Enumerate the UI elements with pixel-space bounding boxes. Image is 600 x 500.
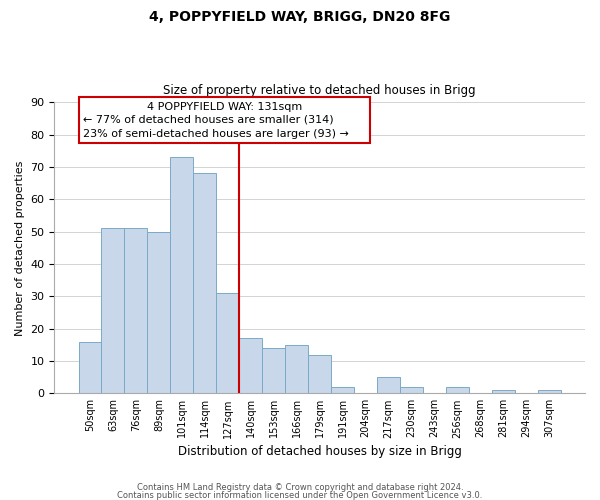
- Bar: [331, 387, 354, 394]
- Bar: [308, 354, 331, 394]
- Bar: [538, 390, 561, 394]
- Bar: [446, 387, 469, 394]
- Text: 4, POPPYFIELD WAY, BRIGG, DN20 8FG: 4, POPPYFIELD WAY, BRIGG, DN20 8FG: [149, 10, 451, 24]
- Bar: [148, 232, 170, 394]
- Bar: [79, 342, 101, 394]
- Bar: [285, 345, 308, 394]
- Title: Size of property relative to detached houses in Brigg: Size of property relative to detached ho…: [163, 84, 476, 97]
- Bar: [124, 228, 148, 394]
- Bar: [217, 293, 239, 394]
- FancyBboxPatch shape: [79, 98, 370, 142]
- Bar: [239, 338, 262, 394]
- Text: 4 POPPYFIELD WAY: 131sqm: 4 POPPYFIELD WAY: 131sqm: [147, 102, 302, 113]
- Y-axis label: Number of detached properties: Number of detached properties: [15, 160, 25, 336]
- Text: ← 77% of detached houses are smaller (314): ← 77% of detached houses are smaller (31…: [83, 114, 334, 124]
- Bar: [377, 377, 400, 394]
- Text: 23% of semi-detached houses are larger (93) →: 23% of semi-detached houses are larger (…: [83, 128, 349, 138]
- Text: Contains HM Land Registry data © Crown copyright and database right 2024.: Contains HM Land Registry data © Crown c…: [137, 484, 463, 492]
- Bar: [101, 228, 124, 394]
- X-axis label: Distribution of detached houses by size in Brigg: Distribution of detached houses by size …: [178, 444, 461, 458]
- Bar: [193, 174, 217, 394]
- Bar: [492, 390, 515, 394]
- Bar: [400, 387, 423, 394]
- Bar: [262, 348, 285, 394]
- Text: Contains public sector information licensed under the Open Government Licence v3: Contains public sector information licen…: [118, 490, 482, 500]
- Bar: [170, 158, 193, 394]
